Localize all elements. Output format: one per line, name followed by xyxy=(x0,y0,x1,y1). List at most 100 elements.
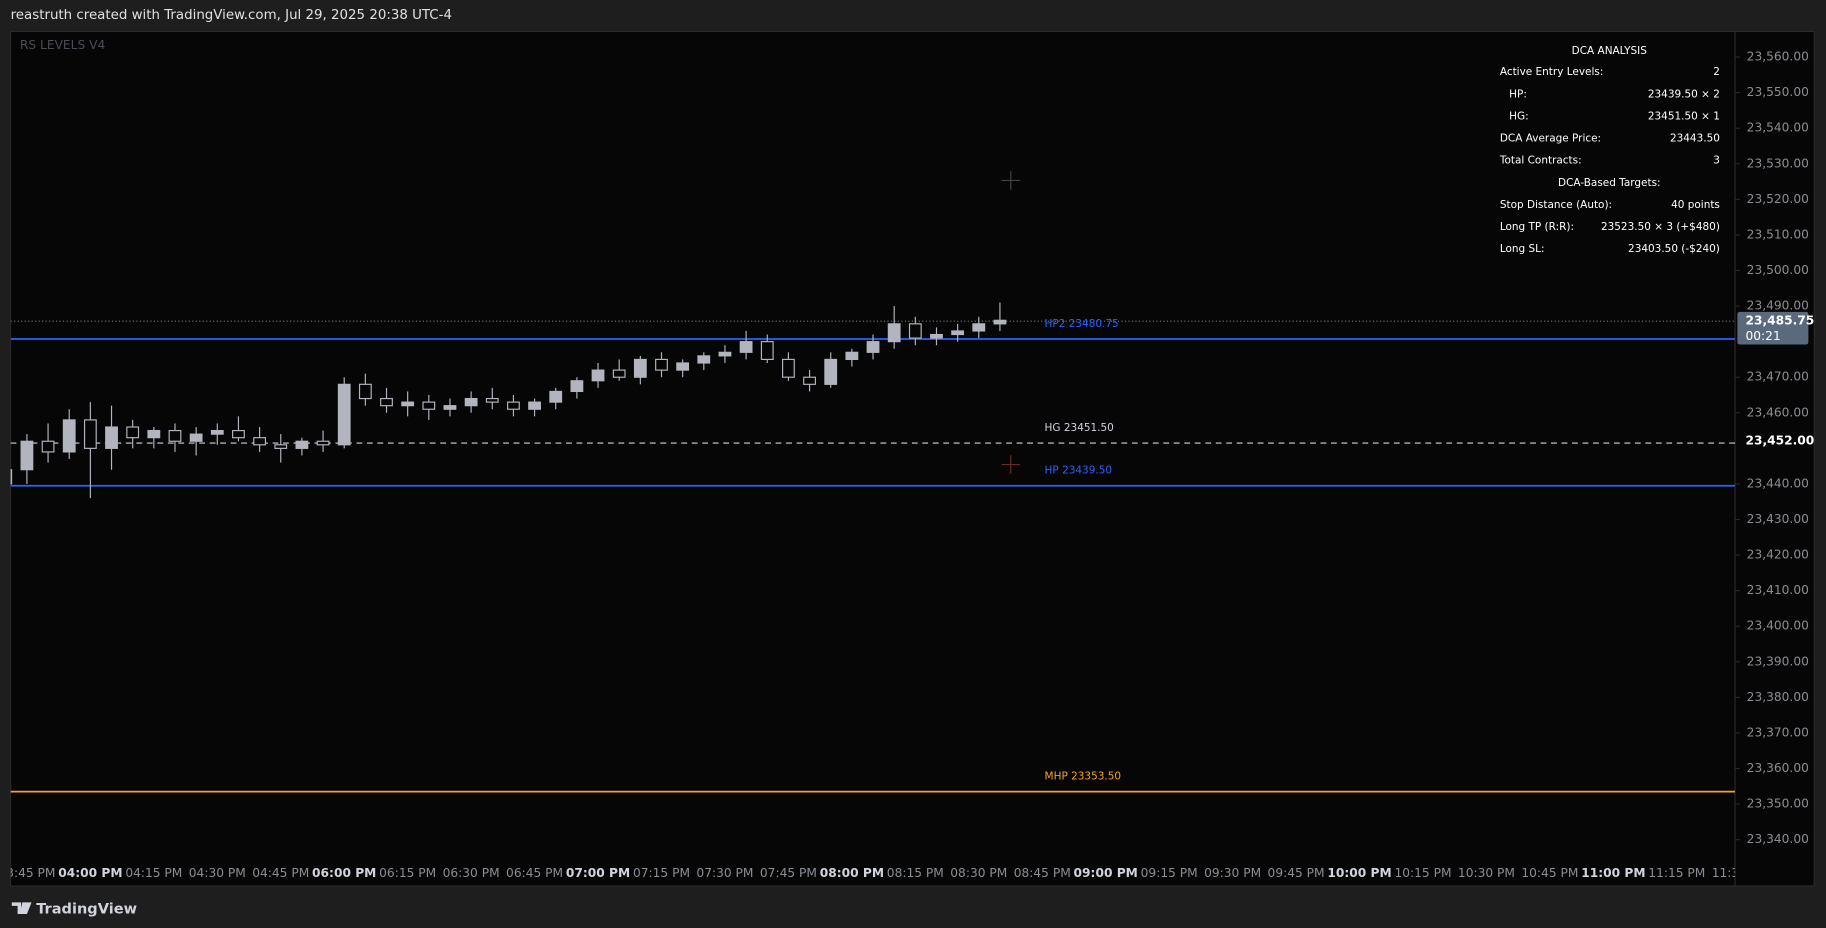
candle-body xyxy=(760,341,774,361)
candle-body xyxy=(464,397,478,407)
x-tick-label: 04:15 PM xyxy=(125,866,182,880)
x-tick-label: 07:45 PM xyxy=(760,866,817,880)
y-tick-label: 23,520.00 xyxy=(1747,192,1809,206)
candle-body xyxy=(993,319,1007,325)
candle-body xyxy=(951,330,965,336)
candle-body xyxy=(210,429,224,435)
table-value: 23443.50 xyxy=(1670,133,1720,145)
x-tick-label: 07:00 PM xyxy=(566,866,630,880)
candle-body xyxy=(485,397,499,403)
table-value: 23523.50 × 3 (+$480) xyxy=(1601,221,1720,233)
table-value: 23439.50 × 2 xyxy=(1648,88,1720,100)
candle-body xyxy=(295,440,309,449)
candle-body xyxy=(232,429,245,439)
candle-body xyxy=(189,433,203,442)
candle-body xyxy=(358,383,372,400)
crosshair-marker xyxy=(1001,171,1021,190)
candle-body xyxy=(274,444,288,449)
table-value: 23403.50 (-$240) xyxy=(1628,243,1720,255)
y-tick-label: 23,410.00 xyxy=(1747,583,1809,597)
candle-body xyxy=(718,351,732,357)
candle-body xyxy=(126,426,140,439)
candle-body xyxy=(591,369,605,382)
last-price-box xyxy=(1737,311,1809,345)
countdown: 00:21 xyxy=(1746,329,1781,343)
x-tick-label: 04:45 PM xyxy=(252,866,309,880)
x-tick-label: 06:45 PM xyxy=(506,866,563,880)
candle-body xyxy=(782,358,795,378)
x-tick-label: 07:15 PM xyxy=(633,866,690,880)
candle-body xyxy=(887,323,901,343)
candle-body xyxy=(930,333,943,339)
y-tick-label: 23,440.00 xyxy=(1747,476,1809,490)
x-tick-label: 09:15 PM xyxy=(1141,866,1198,880)
y-tick-label: 23,490.00 xyxy=(1747,299,1809,313)
x-tick-label: 10:45 PM xyxy=(1521,866,1578,880)
table-label: DCA Average Price: xyxy=(1500,133,1601,145)
y-tick-label: 23,540.00 xyxy=(1747,121,1809,135)
indicator-name: RS LEVELS V4 xyxy=(20,38,106,52)
table-label: Total Contracts: xyxy=(1499,155,1582,167)
table-section: DCA-Based Targets: xyxy=(1558,177,1661,189)
candle-body xyxy=(507,401,520,410)
candle-body xyxy=(253,437,267,446)
candle-body xyxy=(10,469,13,485)
candle-body xyxy=(316,440,330,446)
table-value: 3 xyxy=(1713,155,1720,167)
y-tick-label: 23,530.00 xyxy=(1747,156,1809,170)
y-tick-label: 23,370.00 xyxy=(1747,725,1809,739)
x-tick-label: 06:00 PM xyxy=(312,866,376,880)
x-tick-label: 08:15 PM xyxy=(887,866,944,880)
y-tick-label: 23,470.00 xyxy=(1747,370,1809,384)
table-label: Active Entry Levels: xyxy=(1500,66,1604,78)
last-price-label: 23,485.75 xyxy=(1746,314,1815,328)
candle-body xyxy=(655,358,668,371)
candle-body xyxy=(401,401,415,407)
dca-table: DCA ANALYSIS Active Entry Levels: 2 HP: 2343… xyxy=(1499,45,1720,255)
crosshair-marker xyxy=(1001,455,1021,474)
brand-logo xyxy=(11,902,32,915)
level-label: HG 23451.50 xyxy=(1045,422,1114,434)
candle-body xyxy=(739,341,753,353)
candle-body xyxy=(803,376,816,385)
table-value: 23451.50 × 1 xyxy=(1648,110,1720,122)
x-tick-label: 08:30 PM xyxy=(950,866,1007,880)
y-tick-label: 23,510.00 xyxy=(1747,227,1809,241)
x-tick-label: 11:30 PM xyxy=(1712,866,1769,880)
table-value: 40 points xyxy=(1671,199,1720,211)
brand-text: TradingView xyxy=(36,900,137,917)
y-tick-label: 23,500.00 xyxy=(1747,263,1809,277)
y-tick-label: 23,360.00 xyxy=(1747,761,1809,775)
chart-pane xyxy=(10,30,1815,887)
y-tick-label: 23,400.00 xyxy=(1747,619,1809,633)
table-label: HG: xyxy=(1509,110,1529,122)
y-tick-label: 23,550.00 xyxy=(1747,85,1809,99)
table-title: DCA ANALYSIS xyxy=(1572,45,1648,57)
table-label: Long TP (R:R): xyxy=(1500,221,1574,233)
candle-body xyxy=(337,383,351,446)
candle-body xyxy=(676,362,690,371)
candle-body xyxy=(866,341,880,353)
x-tick-label: 06:15 PM xyxy=(379,866,436,880)
y-tick-label: 23,560.00 xyxy=(1747,50,1809,64)
x-tick-label: 08:00 PM xyxy=(820,866,884,880)
plot: HP2 23480.75 HG 23451.50 HP 23439.50 MHP 23… xyxy=(10,302,1736,793)
x-tick-label: 10:00 PM xyxy=(1327,866,1391,880)
y-tick-label: 23,430.00 xyxy=(1747,512,1809,526)
candle-body xyxy=(168,429,182,442)
crosshair-price-box xyxy=(1737,431,1809,451)
y-tick-label: 23,340.00 xyxy=(1747,832,1809,846)
level-label: HP 23439.50 xyxy=(1045,465,1112,477)
candle-body xyxy=(908,323,922,339)
y-tick-label: 23,350.00 xyxy=(1747,797,1809,811)
x-tick-label: 03:45 PM xyxy=(0,866,55,880)
candle-body xyxy=(20,440,34,471)
candle-body xyxy=(845,351,859,361)
x-tick-label: 08:45 PM xyxy=(1014,866,1071,880)
candle-body xyxy=(972,323,986,332)
candle-body xyxy=(633,358,647,378)
table-value: 2 xyxy=(1713,66,1720,78)
candle-body xyxy=(147,429,161,439)
price-axis: 23,560.00 23,550.00 23,540.00 23,530.00 23,5… xyxy=(1735,50,1815,846)
